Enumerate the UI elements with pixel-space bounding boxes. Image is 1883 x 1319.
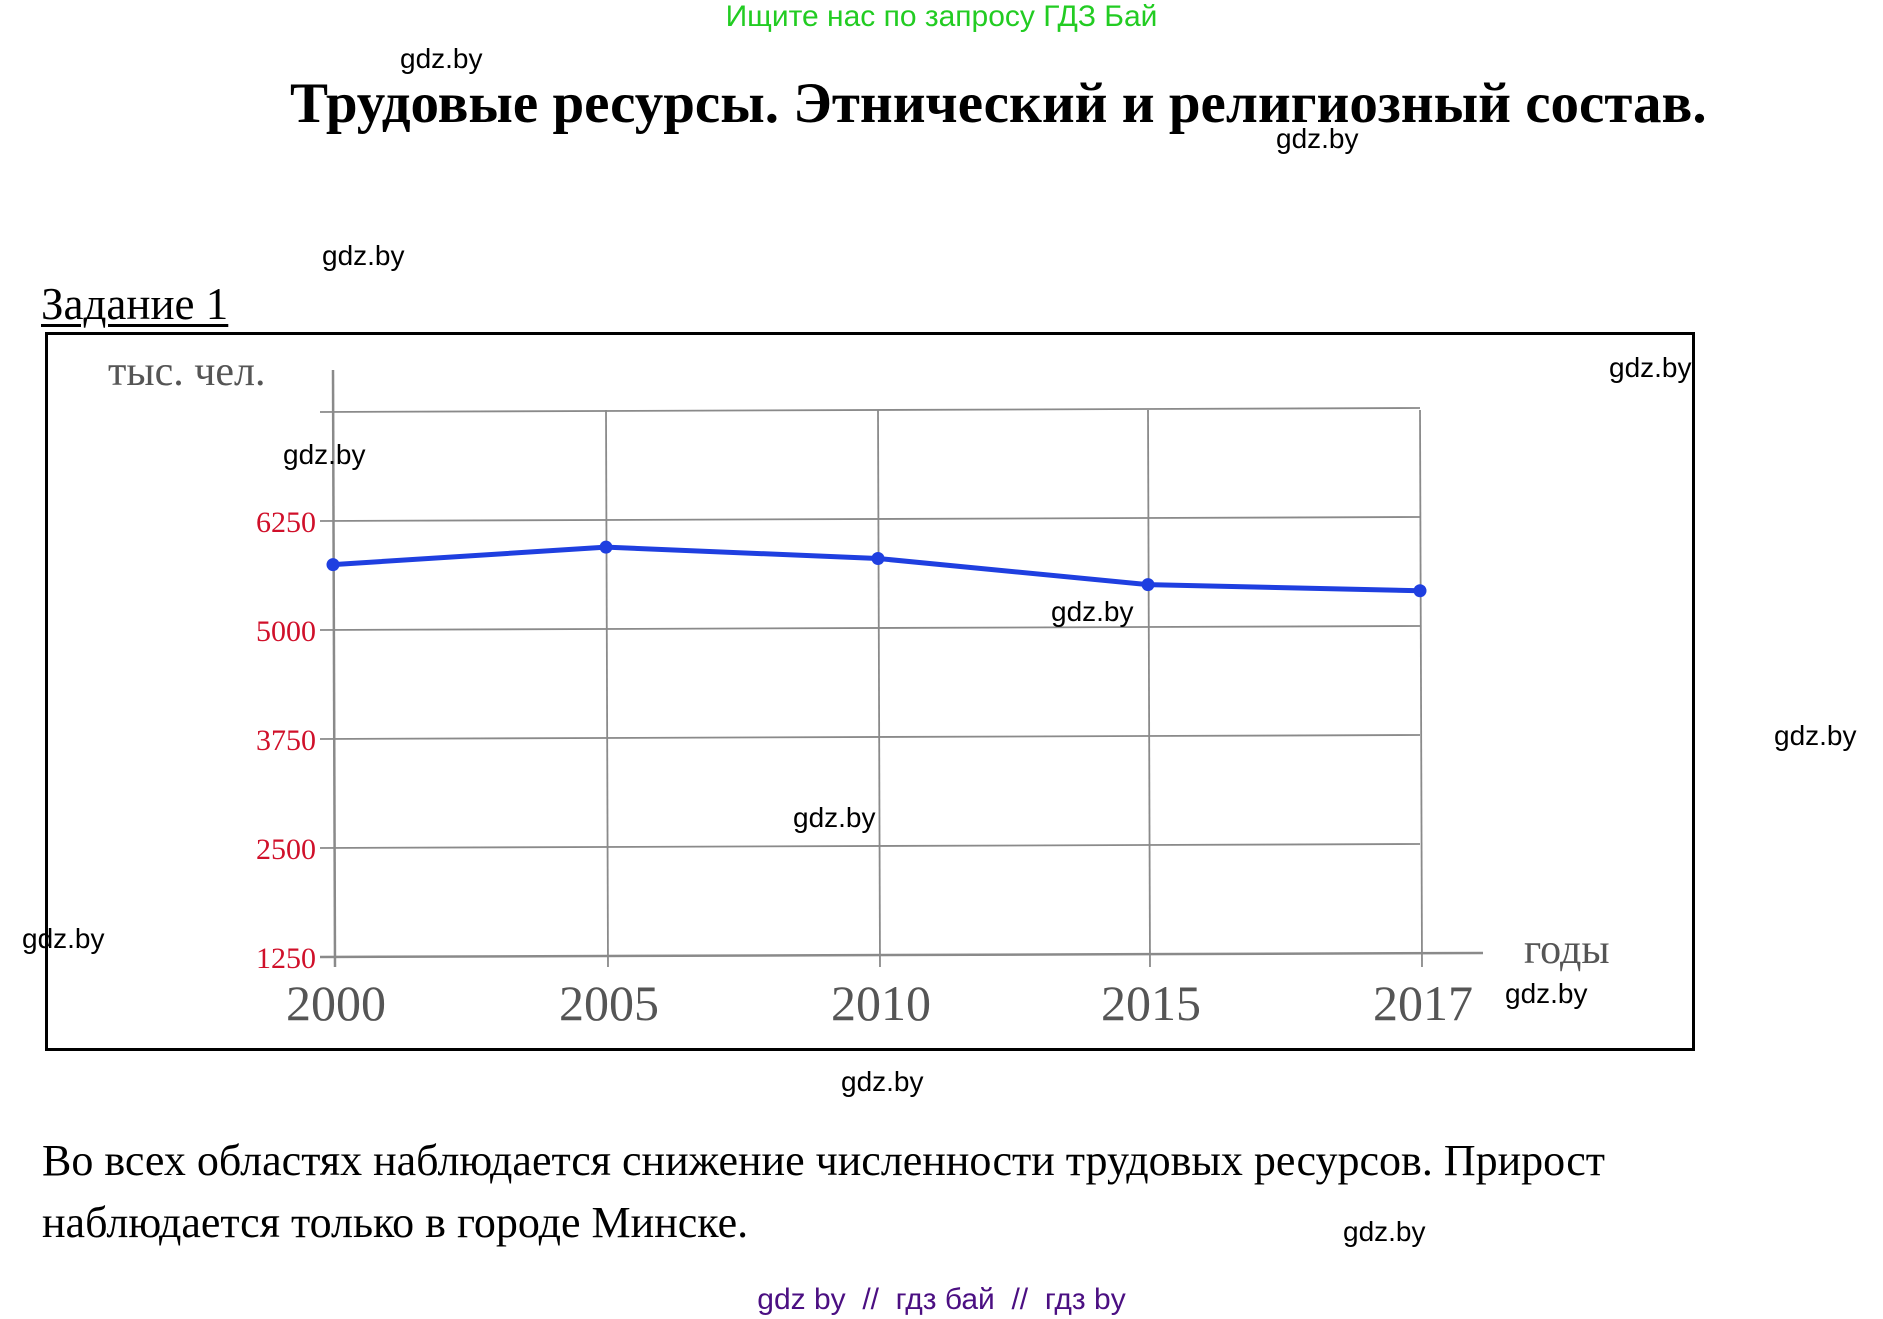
gridline-vertical	[605, 409, 609, 968]
gridline-horizontal	[319, 625, 1421, 631]
x-tick-label: 2017	[1373, 975, 1473, 1031]
gridline-horizontal	[319, 407, 1421, 413]
watermark-text: gdz.by	[283, 439, 366, 470]
y-axis-line	[331, 369, 337, 968]
gridline-horizontal	[319, 516, 1421, 522]
watermark-text: gdz.by	[322, 240, 405, 271]
watermark-text: gdz.by	[1505, 978, 1588, 1009]
x-axis-title: годы	[1524, 927, 1610, 973]
gridline-vertical	[877, 409, 881, 968]
y-tick-label: 1250	[256, 942, 316, 975]
watermark-text: gdz.by	[1774, 720, 1857, 751]
y-tick-label: 6250	[256, 506, 316, 539]
watermark-text: gdz.by	[1051, 596, 1134, 627]
y-tick-label: 2500	[256, 833, 316, 866]
page-title: Трудовые ресурсы. Этнический и религиозн…	[290, 72, 1707, 135]
y-tick-label: 5000	[256, 615, 316, 648]
watermark-text: gdz.by	[1276, 123, 1359, 154]
task-heading: Задание 1	[41, 279, 229, 329]
x-tick-label: 2010	[831, 975, 931, 1031]
x-axis-line	[319, 951, 1484, 959]
x-tick-label: 2005	[559, 975, 659, 1031]
chart-frame	[45, 332, 1695, 1051]
search-banner: Ищите нас по запросу ГДЗ Бай	[725, 0, 1158, 33]
data-point	[1413, 584, 1427, 598]
data-point	[1141, 578, 1155, 592]
watermark-text: gdz.by	[1609, 352, 1692, 383]
x-tick-label: 2000	[286, 975, 386, 1031]
data-point	[599, 540, 613, 554]
footer-links[interactable]: gdz by // гдз бай // гдз by	[757, 1283, 1126, 1316]
x-tick-label: 2015	[1101, 975, 1201, 1031]
answer-text: Во всех областях наблюдается снижение чи…	[42, 1136, 1605, 1247]
watermark-text: gdz.by	[400, 43, 483, 74]
gridline-vertical	[1147, 409, 1151, 968]
gridline-vertical	[1419, 409, 1423, 968]
watermark-text: gdz.by	[793, 802, 876, 833]
y-axis-title: тыс. чел.	[108, 349, 265, 395]
y-tick-label: 3750	[256, 724, 316, 757]
data-point	[871, 551, 885, 565]
gridline-horizontal	[319, 734, 1421, 740]
watermark-text: gdz.by	[841, 1066, 924, 1097]
watermark-text: gdz.by	[22, 923, 105, 954]
gridline-horizontal	[319, 843, 1421, 849]
data-point	[326, 558, 340, 572]
watermark-text: gdz.by	[1343, 1216, 1426, 1247]
